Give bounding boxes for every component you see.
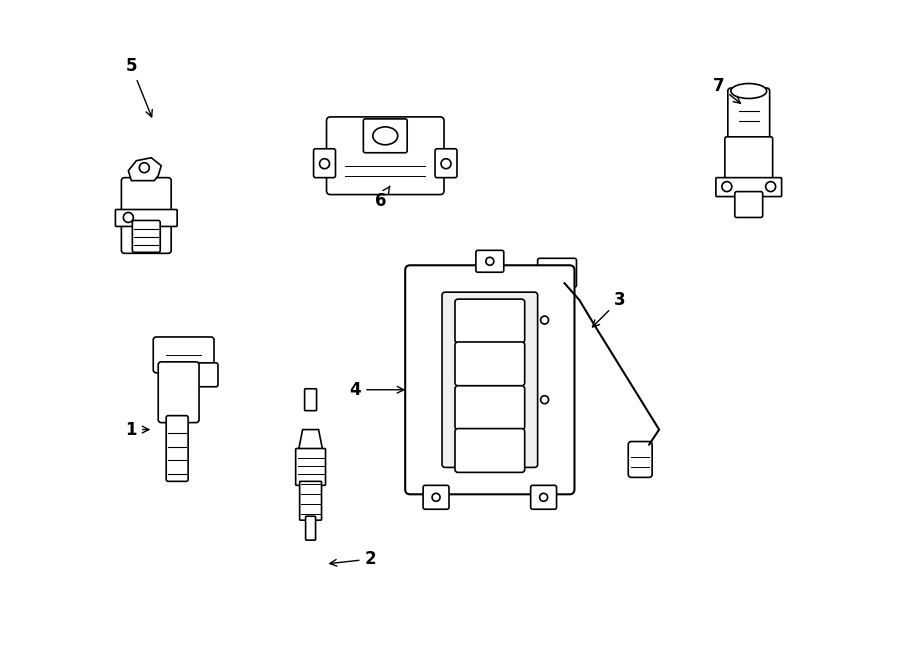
Ellipse shape [373,127,398,145]
Ellipse shape [731,83,767,98]
Polygon shape [129,158,161,180]
FancyBboxPatch shape [364,119,407,153]
FancyBboxPatch shape [628,442,652,477]
Text: 2: 2 [329,550,376,568]
Circle shape [540,493,547,501]
FancyBboxPatch shape [166,416,188,481]
FancyBboxPatch shape [132,221,160,253]
FancyBboxPatch shape [728,88,770,144]
FancyBboxPatch shape [313,149,336,178]
Circle shape [722,182,732,192]
Text: 5: 5 [126,57,152,117]
Circle shape [432,493,440,501]
FancyBboxPatch shape [455,386,525,430]
Circle shape [766,182,776,192]
FancyBboxPatch shape [327,117,444,194]
FancyBboxPatch shape [184,363,218,387]
Circle shape [541,396,549,404]
Text: 1: 1 [126,420,148,439]
Circle shape [541,316,549,324]
FancyBboxPatch shape [537,258,577,287]
FancyBboxPatch shape [435,149,457,178]
Circle shape [123,212,133,223]
Text: 6: 6 [374,186,390,210]
FancyBboxPatch shape [158,362,199,422]
FancyBboxPatch shape [455,299,525,343]
FancyBboxPatch shape [476,251,504,272]
FancyBboxPatch shape [734,192,762,217]
FancyBboxPatch shape [405,265,574,494]
Circle shape [320,159,329,169]
Circle shape [140,163,149,173]
FancyBboxPatch shape [304,389,317,410]
Circle shape [486,257,494,265]
Text: 4: 4 [349,381,404,399]
Circle shape [441,159,451,169]
FancyBboxPatch shape [716,178,781,196]
FancyBboxPatch shape [724,137,772,182]
FancyBboxPatch shape [455,428,525,473]
FancyBboxPatch shape [296,449,326,485]
FancyBboxPatch shape [122,178,171,253]
FancyBboxPatch shape [306,516,316,540]
Text: 7: 7 [713,77,741,103]
FancyBboxPatch shape [423,485,449,509]
Polygon shape [299,430,322,449]
FancyBboxPatch shape [153,337,214,373]
FancyBboxPatch shape [300,481,321,520]
FancyBboxPatch shape [455,342,525,386]
Text: 3: 3 [592,291,626,327]
FancyBboxPatch shape [531,485,556,509]
FancyBboxPatch shape [442,292,537,467]
FancyBboxPatch shape [115,210,177,227]
